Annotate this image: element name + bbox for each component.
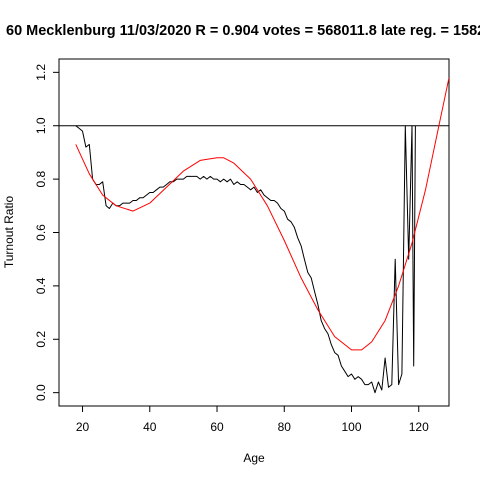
chart-title: 60 Mecklenburg 11/03/2020 R = 0.904 vote… [6, 23, 480, 39]
y-tick-label: 0.2 [34, 331, 48, 348]
y-tick-label: 1.2 [34, 64, 48, 81]
x-tick-label: 100 [341, 420, 361, 434]
y-tick-label: 0.4 [34, 277, 48, 294]
y-tick-label: 0.0 [34, 384, 48, 401]
x-axis: 20 40 60 80 100 120 [76, 405, 429, 434]
fitted-series-line [75, 77, 449, 351]
x-tick-label: 40 [143, 420, 157, 434]
y-tick-label: 1.0 [34, 117, 48, 134]
plot-frame [58, 58, 450, 407]
y-tick-label: 0.6 [34, 224, 48, 241]
series-layer [59, 77, 449, 394]
y-tick-label: 0.8 [34, 170, 48, 187]
x-tick-label: 120 [409, 420, 429, 434]
x-tick-label: 20 [76, 420, 90, 434]
y-axis: 0.0 0.2 0.4 0.6 0.8 1.0 1.2 [34, 64, 60, 401]
x-tick-label: 80 [278, 420, 292, 434]
x-tick-label: 60 [210, 420, 224, 434]
observed-series-line [75, 125, 416, 394]
x-axis-label: Age [243, 451, 265, 465]
y-axis-label: Turnout Ratio [2, 196, 16, 269]
